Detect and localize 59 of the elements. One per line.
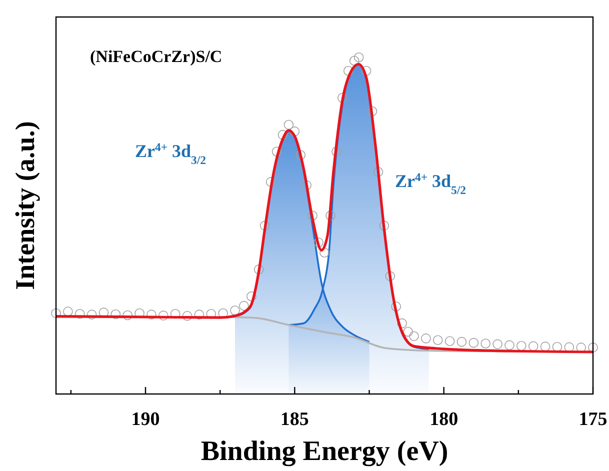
point (367, 106, 378, 116)
point (373, 166, 384, 177)
point (385, 271, 396, 282)
point (194, 310, 204, 320)
point (302, 180, 312, 190)
point (284, 120, 294, 130)
x-tick-label: 175 (578, 409, 608, 430)
point (456, 336, 467, 347)
point (468, 338, 479, 348)
point (354, 52, 364, 62)
point (338, 92, 348, 103)
point (540, 342, 550, 352)
point (158, 310, 168, 320)
point (391, 302, 401, 312)
point (272, 146, 282, 157)
annotation: Zr$^{4+}$ 3d$_{5/2}$ (395, 170, 466, 196)
point (122, 310, 132, 320)
point (492, 339, 502, 350)
point (182, 311, 192, 321)
point (361, 66, 372, 76)
point (480, 338, 490, 348)
point (504, 340, 514, 350)
point (278, 130, 288, 140)
x-tick-label: 185 (280, 409, 309, 430)
point (379, 220, 390, 231)
x-tick-label: 180 (430, 409, 458, 430)
point (528, 341, 538, 352)
point (296, 150, 306, 160)
point (332, 146, 342, 157)
point (320, 248, 330, 258)
point (432, 335, 443, 346)
point (314, 238, 324, 248)
point (421, 334, 431, 344)
chart-title: (NiFeCoCrZr)S/C (90, 47, 222, 66)
point (343, 66, 354, 76)
annotation: Zr$^{4+}$ 3d$_{3/2}$ (135, 140, 206, 166)
point (326, 210, 336, 220)
point (266, 177, 276, 187)
point (308, 210, 318, 220)
point (260, 220, 270, 231)
point (516, 340, 526, 351)
point (51, 308, 61, 318)
y-axis-title: Intensity (a.u.) (10, 121, 40, 290)
point (403, 326, 413, 337)
point (86, 310, 97, 320)
point (409, 331, 419, 342)
point (110, 309, 121, 320)
point (290, 126, 300, 136)
point (246, 291, 256, 302)
point (552, 342, 562, 352)
x-tick-label: 190 (131, 409, 160, 430)
point (444, 336, 455, 346)
point (588, 342, 598, 352)
point (230, 306, 240, 316)
x-axis-title: Binding Energy (eV) (200, 436, 448, 467)
point (254, 264, 264, 274)
point (146, 310, 156, 320)
point (74, 308, 85, 319)
point (239, 300, 249, 311)
